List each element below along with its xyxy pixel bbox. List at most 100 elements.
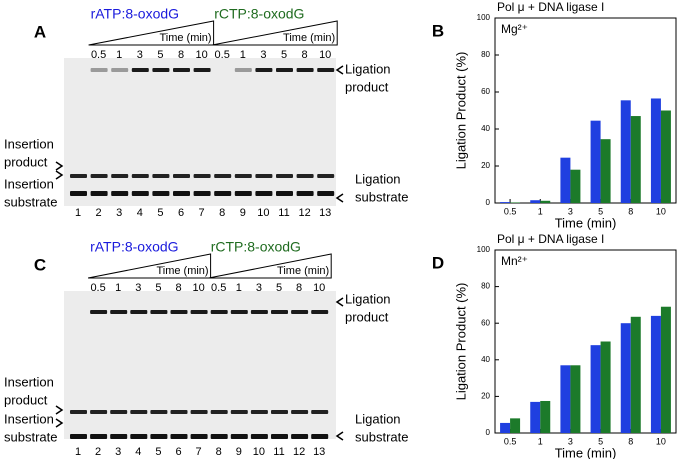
time-value: 10 xyxy=(313,282,325,294)
band xyxy=(230,434,248,439)
bar xyxy=(600,139,611,203)
time-wedge xyxy=(208,253,332,279)
time-value: 8 xyxy=(175,282,181,294)
band xyxy=(90,68,108,72)
bar xyxy=(560,157,571,203)
panel-letter: A xyxy=(34,22,46,41)
band xyxy=(170,434,188,439)
lane-number: 13 xyxy=(319,207,331,219)
arrow xyxy=(55,418,64,428)
band xyxy=(193,68,211,72)
band xyxy=(130,434,148,439)
band xyxy=(111,174,129,178)
band-label: substrate xyxy=(355,429,408,444)
y-tick-label: 80 xyxy=(481,282,490,291)
x-tick-label: 10 xyxy=(656,206,666,216)
band xyxy=(70,174,87,178)
y-tick-label: 100 xyxy=(477,245,491,254)
band xyxy=(152,174,170,178)
time-wedge xyxy=(88,253,212,279)
time-value: 10 xyxy=(192,282,204,294)
band xyxy=(210,410,228,414)
lane-number: 11 xyxy=(273,446,284,458)
x-tick-label: 0.5 xyxy=(504,436,517,446)
lane-number: 7 xyxy=(196,446,202,458)
band-label: Insertion xyxy=(4,411,54,426)
band xyxy=(173,174,190,178)
band xyxy=(255,191,273,196)
lane-number: 1 xyxy=(75,446,81,458)
chart-title: Pol μ + DNA ligase I xyxy=(497,232,604,246)
y-tick-label: 60 xyxy=(481,87,490,96)
gel xyxy=(64,291,336,439)
band xyxy=(271,410,288,414)
band xyxy=(230,410,248,414)
time-wedge xyxy=(88,20,215,46)
y-tick-label: 20 xyxy=(481,161,490,170)
time-value: 8 xyxy=(302,49,308,61)
band xyxy=(170,410,188,414)
lane-number: 2 xyxy=(96,207,102,219)
x-tick-label: 3 xyxy=(568,436,573,446)
band xyxy=(70,191,87,196)
y-axis-label: Ligation Product (%) xyxy=(453,52,468,170)
band-label: Ligation xyxy=(355,411,401,426)
bar xyxy=(560,365,571,433)
lane-number: 3 xyxy=(115,446,121,458)
y-tick-label: 20 xyxy=(481,392,490,401)
y-tick-label: 100 xyxy=(477,13,491,22)
band-label: product xyxy=(345,309,389,324)
band xyxy=(90,191,108,196)
lane-number: 7 xyxy=(199,207,205,219)
lane-number: 1 xyxy=(75,207,81,219)
lane-number: 12 xyxy=(298,207,310,219)
band xyxy=(193,174,211,178)
band-label: substrate xyxy=(4,194,57,209)
band xyxy=(110,434,128,439)
bar xyxy=(510,418,521,433)
annotation: Mg²⁺ xyxy=(501,22,528,36)
time-value: 3 xyxy=(135,282,141,294)
bar xyxy=(650,315,661,433)
lane-number: 13 xyxy=(313,446,325,458)
group-name: rATP:8-oxodG xyxy=(90,239,178,255)
band xyxy=(210,434,228,439)
band-label: Insertion xyxy=(4,374,54,389)
band xyxy=(230,310,248,314)
band xyxy=(250,434,268,439)
time-label: Time (min) xyxy=(277,265,329,277)
band xyxy=(214,191,232,196)
band xyxy=(150,410,168,414)
time-value: 3 xyxy=(137,49,143,61)
bar xyxy=(570,169,581,203)
band xyxy=(255,68,273,72)
band-label: Ligation xyxy=(345,291,391,306)
band xyxy=(250,310,268,314)
band-label: Ligation xyxy=(355,171,401,186)
band-label: substrate xyxy=(4,429,57,444)
time-value: 8 xyxy=(296,282,302,294)
arrow xyxy=(55,161,64,171)
band xyxy=(190,410,208,414)
group-name: rCTP:8-oxodG xyxy=(211,239,301,255)
band xyxy=(317,191,335,196)
bar xyxy=(660,306,671,433)
band xyxy=(276,68,293,72)
bar xyxy=(570,365,581,433)
band xyxy=(276,174,293,178)
band xyxy=(234,174,252,178)
y-axis-label: Ligation Product (%) xyxy=(453,283,468,401)
x-tick-label: 8 xyxy=(628,206,633,216)
bar xyxy=(590,120,601,203)
lane-number: 9 xyxy=(236,446,242,458)
band xyxy=(131,191,149,196)
band xyxy=(90,310,108,314)
band xyxy=(130,410,148,414)
band xyxy=(131,68,149,72)
group-name: rCTP:8-oxodG xyxy=(214,6,304,22)
x-tick-label: 5 xyxy=(598,206,603,216)
lane-number: 5 xyxy=(157,207,163,219)
band xyxy=(193,191,211,196)
band xyxy=(90,434,108,439)
bar xyxy=(620,100,631,203)
